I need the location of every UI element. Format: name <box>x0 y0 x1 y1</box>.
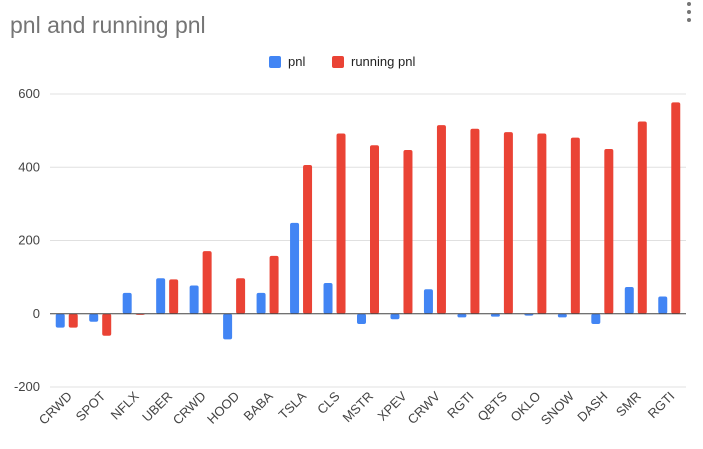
y-tick-label: 400 <box>18 159 40 174</box>
bar-running-pnl <box>470 128 480 314</box>
bar-pnl <box>89 313 99 322</box>
y-tick-label: 600 <box>18 86 40 101</box>
x-tick-label: CRWD <box>170 389 209 428</box>
bar-pnl <box>490 313 500 317</box>
bar-running-pnl <box>604 148 614 314</box>
legend-pnl-swatch <box>269 56 281 68</box>
x-tick-label: TSLA <box>276 388 310 422</box>
bar-running-pnl <box>169 279 179 314</box>
x-tick-label: UBER <box>139 389 175 425</box>
bar-pnl <box>189 285 199 314</box>
bar-pnl <box>290 222 300 314</box>
bar-running-pnl <box>102 313 112 336</box>
x-tick-label: CRWD <box>36 389 75 428</box>
bar-pnl <box>624 287 634 314</box>
bar-running-pnl <box>403 150 413 314</box>
bar-running-pnl <box>436 125 446 314</box>
bar-pnl <box>658 296 668 314</box>
x-tick-label: SMR <box>613 389 644 420</box>
bar-pnl <box>390 313 400 320</box>
chart-title: pnl and running pnl <box>10 12 206 38</box>
x-tick-label: SNOW <box>538 388 578 428</box>
bar-pnl <box>256 292 266 314</box>
x-tick-label: HOOD <box>204 389 242 427</box>
x-tick-label: OKLO <box>507 389 543 425</box>
x-tick-label: NFLX <box>108 388 142 422</box>
y-tick-label: -200 <box>14 379 40 394</box>
bar-pnl <box>591 313 601 325</box>
x-tick-label: SPOT <box>73 388 109 424</box>
x-tick-label: MSTR <box>339 389 376 426</box>
x-tick-label: RGTI <box>645 389 678 422</box>
bar-running-pnl <box>269 255 279 314</box>
legend-running-pnl-swatch <box>332 56 344 68</box>
bar-running-pnl <box>202 251 212 314</box>
x-tick-label: CRWV <box>405 388 444 427</box>
bar-pnl <box>55 313 65 328</box>
bar-pnl <box>156 278 166 314</box>
x-tick-label: XPEV <box>374 388 409 423</box>
bar-running-pnl <box>303 165 313 314</box>
bar-running-pnl <box>537 133 547 314</box>
bar-running-pnl <box>236 278 246 314</box>
bar-running-pnl <box>370 145 379 314</box>
y-tick-label: 200 <box>18 233 40 248</box>
x-tick-label: RGTI <box>444 389 477 422</box>
more-options-icon[interactable] <box>685 2 693 22</box>
bar-running-pnl <box>68 313 78 328</box>
bar-pnl <box>457 313 467 318</box>
bar-running-pnl <box>570 137 580 314</box>
legend-pnl-label: pnl <box>288 54 305 69</box>
bar-pnl <box>323 282 333 314</box>
bar-pnl <box>423 289 433 314</box>
y-tick-label: 0 <box>33 306 40 321</box>
x-tick-label: DASH <box>574 389 610 425</box>
bar-running-pnl <box>637 121 647 314</box>
bar-pnl <box>557 313 567 318</box>
legend-running-pnl-label: running pnl <box>351 54 415 69</box>
bar-pnl <box>223 313 233 340</box>
x-tick-label: CLS <box>314 388 343 417</box>
bar-pnl <box>122 292 132 314</box>
bar-pnl <box>357 313 366 325</box>
bar-running-pnl <box>336 133 346 314</box>
bar-running-pnl <box>671 102 681 314</box>
x-tick-label: BABA <box>241 388 276 423</box>
bar-running-pnl <box>503 132 513 314</box>
x-tick-label: QBTS <box>474 388 510 424</box>
